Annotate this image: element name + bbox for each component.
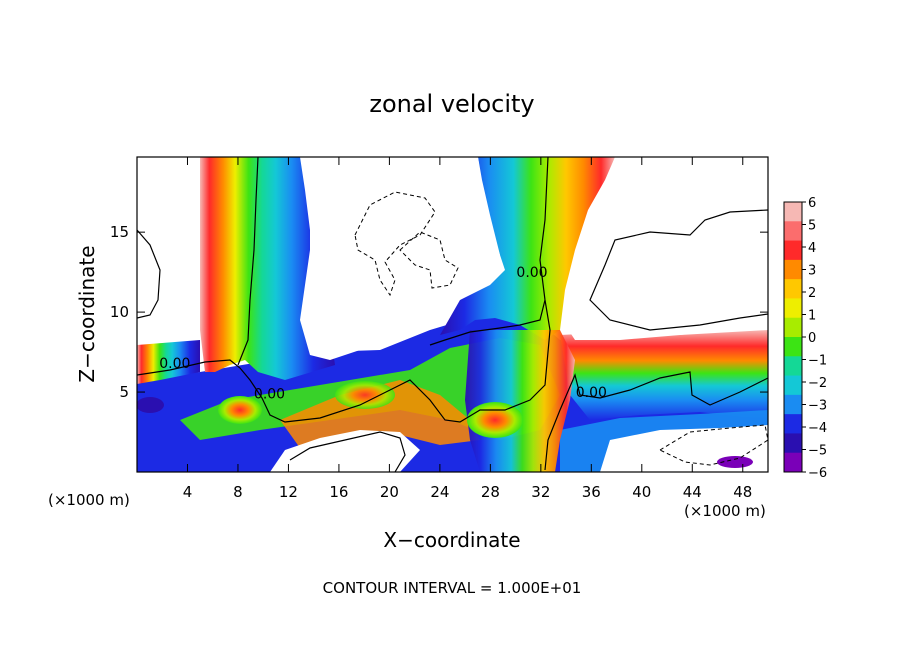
contour-neg-bottom-right: [658, 424, 768, 466]
colorbar-swatch: [784, 414, 802, 434]
contour-pos-upper-left: [137, 229, 161, 319]
y-tick-label: 15: [110, 223, 129, 241]
x-tick-label: 36: [582, 483, 601, 501]
x-tick-label: 16: [329, 483, 348, 501]
colorbar-swatch: [784, 356, 802, 376]
colorbar-swatch: [784, 279, 802, 299]
contour-pos-upper-right: [589, 209, 768, 331]
contour-label: 0.00: [254, 386, 285, 402]
white-upper-center: [300, 157, 505, 360]
contour-lines-dashed: [354, 191, 768, 466]
contour-label: 0.00: [576, 385, 607, 401]
contour-lines: [137, 157, 768, 472]
colorbar-swatch: [784, 221, 802, 241]
colorbar-swatch: [784, 202, 802, 222]
colorbar: 6 5 4 3 2 1 0 −1 −2 −3 −4 −5 −6: [783, 196, 827, 481]
red-spot-left: [218, 396, 262, 424]
plot-frame: [136, 156, 769, 473]
colorbar-label: −6: [808, 466, 827, 481]
contour-label: 0.00: [516, 265, 547, 281]
right-upper-red-band: [560, 330, 768, 420]
colorbar-swatch: [784, 394, 802, 415]
contour-zero-left: [137, 157, 551, 423]
colorbar-swatch: [784, 317, 802, 338]
heatmap-field: [137, 157, 768, 472]
colorbar-label: 4: [808, 241, 816, 256]
colorbar-swatch: [784, 375, 802, 396]
colorbar-label: 0: [808, 331, 816, 346]
contour-pos-bottom: [289, 431, 406, 472]
colorbar-swatch: [784, 298, 802, 319]
colorbar-label: 2: [808, 286, 816, 301]
colorbar-label: −1: [808, 354, 827, 369]
colorbar-label: 3: [808, 264, 816, 279]
x-unit-right: (×1000 m): [684, 502, 766, 520]
x-tick-label: 24: [430, 483, 449, 501]
x-tick-labels: 4 8 12 16 20 24 28 32 36 40 44 48: [183, 483, 753, 501]
contour-zero-right: [544, 371, 768, 471]
x-tick-label: 28: [481, 483, 500, 501]
axis-ticks: [137, 157, 768, 472]
colorbar-label: 1: [808, 309, 816, 324]
colorbar-swatch: [784, 259, 802, 280]
purple-spot-left: [137, 397, 164, 413]
colorbar-label: −2: [808, 376, 827, 391]
y-tick-label: 10: [110, 303, 129, 321]
x-tick-label: 12: [279, 483, 298, 501]
colorbar-label: 6: [808, 196, 816, 211]
colorbar-swatch: [784, 433, 802, 454]
white-upper-left: [137, 157, 200, 345]
chart-title: zonal velocity: [369, 90, 534, 118]
y-tick-label: 5: [119, 383, 129, 401]
x-tick-label: 8: [233, 483, 243, 501]
colorbar-label: −3: [808, 399, 827, 414]
colorbar-swatch: [784, 452, 802, 473]
colorbar-label: 5: [808, 219, 816, 234]
colorbar-swatch: [784, 337, 802, 357]
x-axis-label: X−coordinate: [383, 528, 520, 552]
purple-spot-right: [717, 456, 753, 468]
colorbar-swatch: [784, 240, 802, 261]
contour-label: 0.00: [159, 356, 190, 372]
red-spot-mid: [335, 381, 395, 409]
contour-interval-note: CONTOUR INTERVAL = 1.000E+01: [323, 579, 582, 597]
x-tick-label: 48: [733, 483, 752, 501]
x-tick-label: 4: [183, 483, 193, 501]
layer-orange-band: [280, 380, 480, 448]
y-axis-label: Z−coordinate: [75, 245, 99, 382]
contour-label-layer: 0.00 0.00 0.00 0.00: [159, 265, 607, 403]
x-tick-label: 32: [531, 483, 550, 501]
red-spot-center: [467, 402, 523, 438]
x-tick-label: 40: [632, 483, 651, 501]
x-tick-label: 44: [683, 483, 702, 501]
colorbar-label: −4: [808, 421, 827, 436]
colorbar-label: −5: [808, 444, 827, 459]
y-tick-labels: 5 10 15: [110, 223, 129, 401]
contour-zero-center: [429, 299, 546, 346]
x-unit-left: (×1000 m): [48, 491, 130, 509]
white-bottom-center: [270, 430, 420, 472]
center-jet: [440, 157, 615, 340]
contour-neg-upper-1: [354, 191, 436, 297]
x-tick-label: 20: [380, 483, 399, 501]
white-upper-right: [562, 157, 768, 340]
contour-neg-upper-2: [399, 231, 459, 289]
contour-zero-leftjet: [237, 157, 259, 366]
